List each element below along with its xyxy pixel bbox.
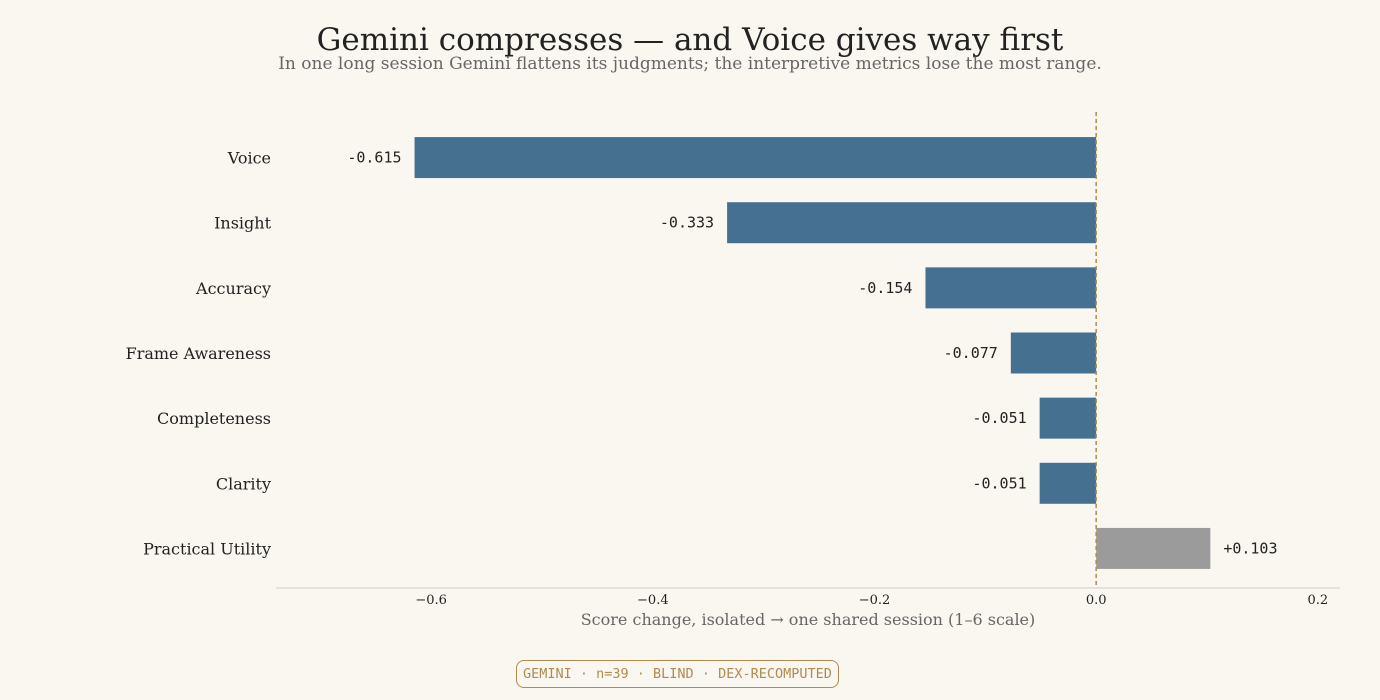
footer-badge: GEMINI · n=39 · BLIND · DEX-RECOMPUTED bbox=[516, 660, 839, 688]
value-label: +0.103 bbox=[1223, 539, 1277, 557]
x-axis-label: Score change, isolated → one shared sess… bbox=[581, 610, 1036, 629]
category-label: Clarity bbox=[216, 474, 271, 493]
bar-completeness bbox=[1039, 397, 1097, 439]
value-label: -0.154 bbox=[858, 279, 912, 297]
chart-subtitle: In one long session Gemini flattens its … bbox=[278, 54, 1102, 74]
x-tick-label: 0.2 bbox=[1307, 593, 1328, 608]
value-label: -0.051 bbox=[972, 474, 1026, 492]
bar-accuracy bbox=[925, 267, 1097, 309]
value-label: -0.333 bbox=[660, 214, 714, 232]
value-label: -0.051 bbox=[972, 409, 1026, 427]
category-label: Practical Utility bbox=[143, 539, 271, 558]
category-label: Frame Awareness bbox=[126, 344, 271, 363]
chart-title: Gemini compresses — and Voice gives way … bbox=[316, 22, 1064, 58]
x-tick-label: 0.0 bbox=[1086, 593, 1107, 608]
category-label: Insight bbox=[214, 214, 272, 233]
bar-voice bbox=[414, 137, 1097, 179]
bar-chart: Voice -0.615 Insight -0.333 Accuracy -0.154 Fr… bbox=[126, 112, 1340, 629]
category-label: Completeness bbox=[157, 409, 271, 428]
x-tick-label: −0.2 bbox=[859, 593, 891, 608]
bar-practical-utility bbox=[1096, 527, 1211, 569]
bar-clarity bbox=[1039, 462, 1097, 504]
x-tick-label: −0.4 bbox=[637, 593, 669, 608]
value-label: -0.077 bbox=[944, 344, 998, 362]
category-label: Voice bbox=[227, 149, 271, 168]
value-label: -0.615 bbox=[347, 149, 401, 167]
bar-insight bbox=[727, 202, 1097, 244]
category-label: Accuracy bbox=[195, 279, 271, 298]
bar-frame-awareness bbox=[1010, 332, 1097, 374]
x-tick-label: −0.6 bbox=[415, 593, 447, 608]
